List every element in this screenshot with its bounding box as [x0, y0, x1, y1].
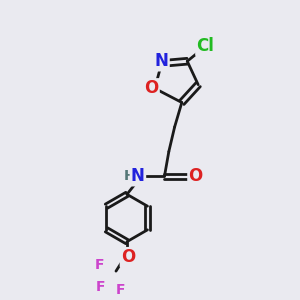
Text: O: O — [189, 167, 203, 184]
Text: N: N — [154, 52, 168, 70]
Text: F: F — [95, 280, 105, 294]
Text: Cl: Cl — [196, 37, 214, 55]
Text: N: N — [131, 167, 145, 185]
Text: O: O — [144, 80, 158, 98]
Text: F: F — [94, 258, 104, 272]
Text: F: F — [116, 283, 125, 297]
Text: O: O — [121, 248, 135, 266]
Text: H: H — [124, 169, 135, 183]
